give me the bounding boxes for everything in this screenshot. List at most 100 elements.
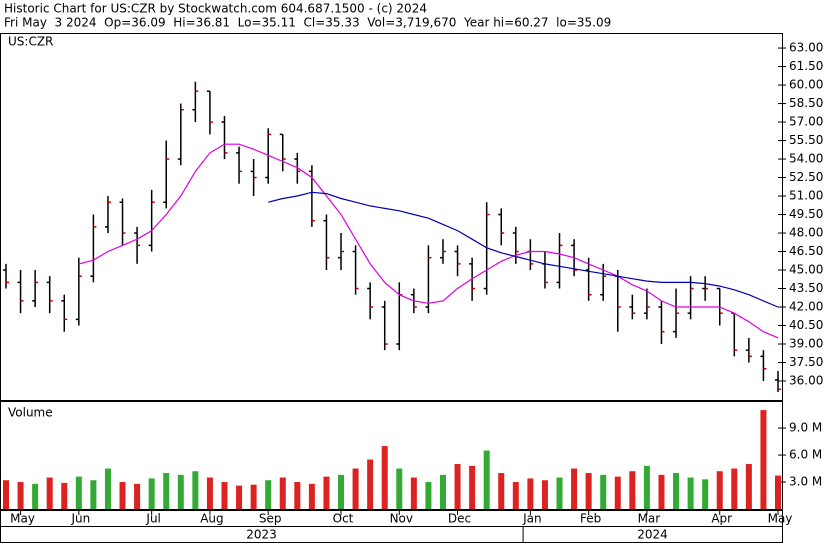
volume-bar [687,477,694,509]
volume-bar [177,474,184,509]
x-tick-label: Sep [259,512,282,526]
volume-bar [308,483,315,509]
volume-bar [556,477,563,509]
volume-bar [104,468,111,509]
volume-bar [294,482,301,509]
x-tick-label: Feb [580,512,601,526]
x-tick-label: Oct [333,512,354,526]
volume-bar [760,410,767,509]
volume-bar [236,485,243,509]
volume-bar [585,473,592,509]
volume-bar [163,473,170,509]
x-tick-label: Apr [711,512,732,526]
volume-bar [221,482,228,509]
volume-bar [46,477,53,509]
volume-bar [716,471,723,509]
y2-tick-label: 9.0 M [789,421,822,435]
volume-bar [352,468,359,509]
y-tick-label: 55.50 [789,133,823,147]
y-tick-label: 39.00 [789,337,823,351]
x-tick-label: Jan [522,512,542,526]
chart-subtitle: Fri May 3 2024 Op=36.09 Hi=36.81 Lo=35.1… [4,16,611,30]
y-tick-label: 51.00 [789,189,823,203]
y-tick-label: 37.50 [789,355,823,369]
volume-bar [265,480,272,509]
volume-bar [425,482,432,509]
y2-tick-label: 3.0 M [789,475,822,489]
volume-bar [279,477,286,509]
volume-bar [148,478,155,509]
y-tick-label: 36.00 [789,374,823,388]
y-tick-label: 57.00 [789,115,823,129]
volume-bar [250,484,257,509]
volume-bar [323,476,330,509]
volume-bar [541,480,548,509]
price-panel [0,33,783,401]
y-tick-label: 48.00 [789,226,823,240]
volume-bar [119,482,126,509]
moving-average [268,191,779,308]
volume-bar [3,480,9,509]
chart-title: Historic Chart for US:CZR by Stockwatch.… [4,2,427,16]
volume-bar [17,482,24,509]
volume-bar [498,473,505,509]
volume-bar [483,450,490,509]
y-tick-label: 58.50 [789,96,823,110]
volume-bar [32,483,39,509]
volume-bar [469,465,476,509]
y-tick-label: 63.00 [789,41,823,55]
volume-bar [643,465,650,509]
x-tick-label: Dec [448,512,471,526]
volume-bar [192,471,199,509]
volume-bar [61,482,68,509]
volume-bar [410,477,417,509]
volume-bar [338,474,345,509]
y-tick-label: 54.00 [789,152,823,166]
volume-bar [702,479,709,509]
y-tick-label: 60.00 [789,78,823,92]
volume-bar [527,478,534,509]
y-tick-label: 46.50 [789,244,823,258]
volume-bar [658,474,665,509]
volume-bar [381,446,388,509]
x-tick-label: Aug [200,512,223,526]
x-tick-label: May [10,512,35,526]
volume-bar [745,464,752,509]
x-tick-label: Jul [145,512,160,526]
year-label: 2023 [246,528,277,542]
volume-bar [206,477,213,509]
volume-bar [134,483,141,509]
volume-bar [454,464,461,509]
volume-bar [775,475,781,509]
volume-bar [614,476,621,509]
y-tick-label: 61.50 [789,59,823,73]
y2-tick-label: 6.0 M [789,448,822,462]
volume-bar [673,473,680,509]
x-tick-label: Jun [70,512,90,526]
volume-bar [571,468,578,509]
volume-bar [731,468,738,509]
x-tick-label: Mar [638,512,661,526]
year-label: 2024 [637,528,668,542]
volume-bar [396,468,403,509]
volume-bar [439,474,446,509]
y-tick-label: 52.50 [789,170,823,184]
y-tick-label: 43.50 [789,281,823,295]
volume-bar [90,480,97,509]
volume-bar [367,459,374,509]
moving-average [78,143,779,339]
x-tick-label: Nov [390,512,413,526]
x-tick-label: May [768,512,793,526]
y-tick-label: 49.50 [789,207,823,221]
volume-bar [75,476,82,509]
y-tick-label: 45.00 [789,263,823,277]
volume-bar [512,482,519,509]
symbol-label: US:CZR [8,35,53,49]
volume-bar [600,474,607,509]
volume-bar [629,471,636,509]
y-tick-label: 40.50 [789,318,823,332]
y-tick-label: 42.00 [789,300,823,314]
